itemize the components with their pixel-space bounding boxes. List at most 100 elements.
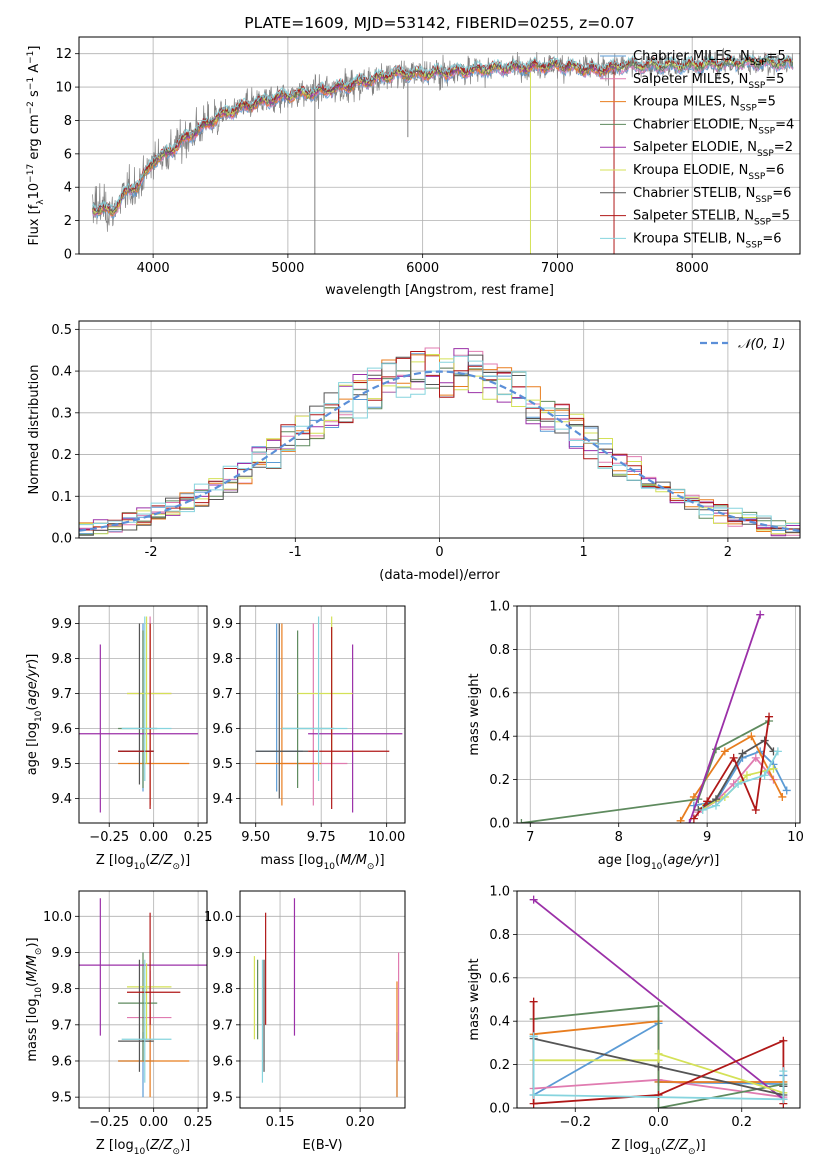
panel-spectrum: 4000 5000 6000 7000 8000 0 2 4 6 8 10 12 Chabrier MI…: [26, 14, 801, 298]
y-tick-label: 9.5: [51, 1091, 72, 1106]
y-tick-label: 10.0: [43, 910, 72, 925]
histogram-kroupa-elodie: [79, 354, 800, 535]
x-axis-label: E(B-V): [302, 1138, 342, 1153]
x-tick-label: 10: [787, 830, 804, 845]
y-tick-label: 9.6: [212, 1054, 233, 1069]
x-tick-label: 0.25: [184, 830, 213, 845]
x-axis-label: (data-model)/error: [379, 568, 500, 583]
y-axis-label: age [log10(age/yr)]: [25, 654, 44, 776]
legend-label: Kroupa STELIB, NSSP=6: [633, 231, 782, 250]
x-tick-label: 0.25: [184, 1115, 213, 1130]
axes-border: [239, 605, 406, 824]
y-tick-label: 0.0: [51, 532, 72, 547]
axes-frame: −0.2 0.0 0.2 0.0 0.2 0.4 0.6 0.8 1.0 Z [log10(Z/Z…: [467, 885, 801, 1157]
x-tick-label: −0.25: [89, 1115, 129, 1130]
x-axis-label: wavelength [Angstrom, rest frame]: [325, 283, 554, 298]
y-tick-label: 0.1: [51, 490, 72, 505]
y-tick-label: 9.6: [51, 1054, 72, 1069]
x-tick-label: 1: [580, 545, 588, 560]
y-tick-label: 9.5: [212, 757, 233, 772]
marker-kroupa-elodie: [769, 764, 778, 773]
axes-border: [78, 605, 208, 824]
y-tick-label: 9.4: [212, 792, 233, 807]
legend-label: Kroupa MILES, NSSP=5: [633, 95, 776, 114]
y-tick-label: 9.8: [212, 982, 233, 997]
y-tick-label: 9.8: [212, 652, 233, 667]
marker-kroupa-elodie: [654, 1049, 663, 1058]
axes-border: [516, 605, 801, 824]
axes-border: [516, 890, 801, 1109]
y-tick-label: 0.3: [51, 406, 72, 421]
marker-salpeter-stelib: [529, 1099, 538, 1108]
axes-frame: 7 8 9 10 0.0 0.2 0.4 0.6 0.8 1.0 age [log10(age/yr…: [467, 600, 804, 873]
chart-title: PLATE=1609, MJD=53142, FIBERID=0255, z=0…: [244, 14, 634, 32]
y-tick-label: 0.0: [489, 1102, 510, 1117]
x-tick-label: 9.50: [241, 830, 270, 845]
marker-kroupa-miles: [747, 732, 756, 741]
y-tick-label: 9.7: [51, 687, 72, 702]
x-tick-label: 4000: [137, 261, 170, 276]
y-axis-label: Normed distribution: [27, 365, 42, 495]
legend-label: Salpeter ELODIE, NSSP=2: [633, 140, 793, 159]
panel-residuals: -2 -1 0 1 2 0.0 0.1 0.2 0.3 0.4 0.5 𝒩(0, 1) (data-mo…: [27, 320, 801, 583]
axes-border: [78, 36, 801, 255]
axes-border: [78, 320, 801, 539]
x-axis-label: Z [log10(Z/Z⊙)]: [96, 853, 190, 872]
axes-frame: −0.25 0.00 0.25 9.4 9.5 9.6 9.7 9.8 9.9 Z [log10(…: [25, 605, 213, 872]
y-tick-label: 9.5: [51, 757, 72, 772]
y-tick-label: 0.2: [489, 773, 510, 788]
y-tick-label: 0: [64, 248, 72, 263]
series-line-kroupa-miles: [679, 734, 784, 822]
x-tick-label: 0.15: [266, 1115, 295, 1130]
panel-weight_vs_Z: −0.2 0.0 0.2 0.0 0.2 0.4 0.6 0.8 1.0 Z [log10(Z/Z…: [467, 885, 801, 1157]
legend-label: Salpeter MILES, NSSP=5: [633, 72, 784, 91]
y-tick-label: 0.2: [51, 448, 72, 463]
legend-label: Salpeter STELIB, NSSP=5: [633, 209, 790, 228]
series-line-chabrier-elodie: [521, 720, 770, 823]
y-tick-label: 10: [55, 81, 72, 96]
legend-label: Chabrier MILES, NSSP=5: [633, 49, 786, 68]
marker-salpeter-elodie: [756, 610, 765, 619]
normal-curve: [79, 370, 800, 532]
plot-area: [79, 347, 800, 537]
panel-age_vs_mass: 9.50 9.75 10.00 9.4 9.5 9.6 9.7 9.8 9.9 mass [log…: [212, 605, 406, 872]
x-tick-label: 5000: [271, 261, 304, 276]
y-tick-label: 4: [64, 181, 72, 196]
y-tick-label: 1.0: [489, 885, 510, 900]
panel-mass_vs_ebv: 0.15 0.20 9.5 9.6 9.7 9.8 9.9 10.0 E(B-V): [204, 890, 406, 1153]
y-axis-label: mass weight: [467, 673, 482, 755]
gridlines: [240, 891, 405, 1108]
x-tick-label: 8: [615, 830, 623, 845]
y-tick-label: 9.7: [51, 1018, 72, 1033]
y-tick-label: 8: [64, 114, 72, 129]
marker-kroupa-stelib: [779, 1095, 788, 1104]
marker-kroupa-stelib: [760, 771, 769, 780]
legend-label: Kroupa ELODIE, NSSP=6: [633, 163, 784, 182]
marker-chabrier-stelib: [738, 749, 747, 758]
marker-kroupa-stelib: [734, 779, 743, 788]
y-tick-label: 9.6: [212, 722, 233, 737]
marker-kroupa-miles: [720, 747, 729, 756]
series-line-salpeter-stelib: [693, 716, 770, 820]
y-tick-label: 0.4: [489, 730, 510, 745]
plot-area: [253, 898, 400, 1098]
gridlines: [240, 606, 405, 823]
marker-kroupa-miles: [778, 792, 787, 801]
marker-salpeter-miles: [751, 753, 760, 762]
y-tick-label: 9.9: [212, 946, 233, 961]
marker-salpeter-stelib: [765, 712, 774, 721]
y-tick-label: 0.8: [489, 928, 510, 943]
y-tick-label: 9.9: [51, 617, 72, 632]
marker-kroupa-stelib: [779, 1067, 788, 1076]
axes-border: [78, 890, 208, 1109]
series-line-kroupa-stelib: [532, 1036, 785, 1101]
y-axis-label: mass weight: [467, 958, 482, 1040]
x-tick-label: 6000: [406, 261, 439, 276]
histogram-kroupa-stelib: [79, 355, 800, 527]
x-tick-label: 8000: [676, 261, 709, 276]
y-tick-label: 1.0: [489, 600, 510, 615]
histogram-salpeter-stelib: [79, 351, 800, 531]
x-tick-label: 0.20: [346, 1115, 375, 1130]
y-tick-label: 10.0: [204, 910, 233, 925]
panel-mass_vs_Z: −0.25 0.00 0.25 9.5 9.6 9.7 9.8 9.9 10.0 Z [log10…: [25, 890, 213, 1157]
